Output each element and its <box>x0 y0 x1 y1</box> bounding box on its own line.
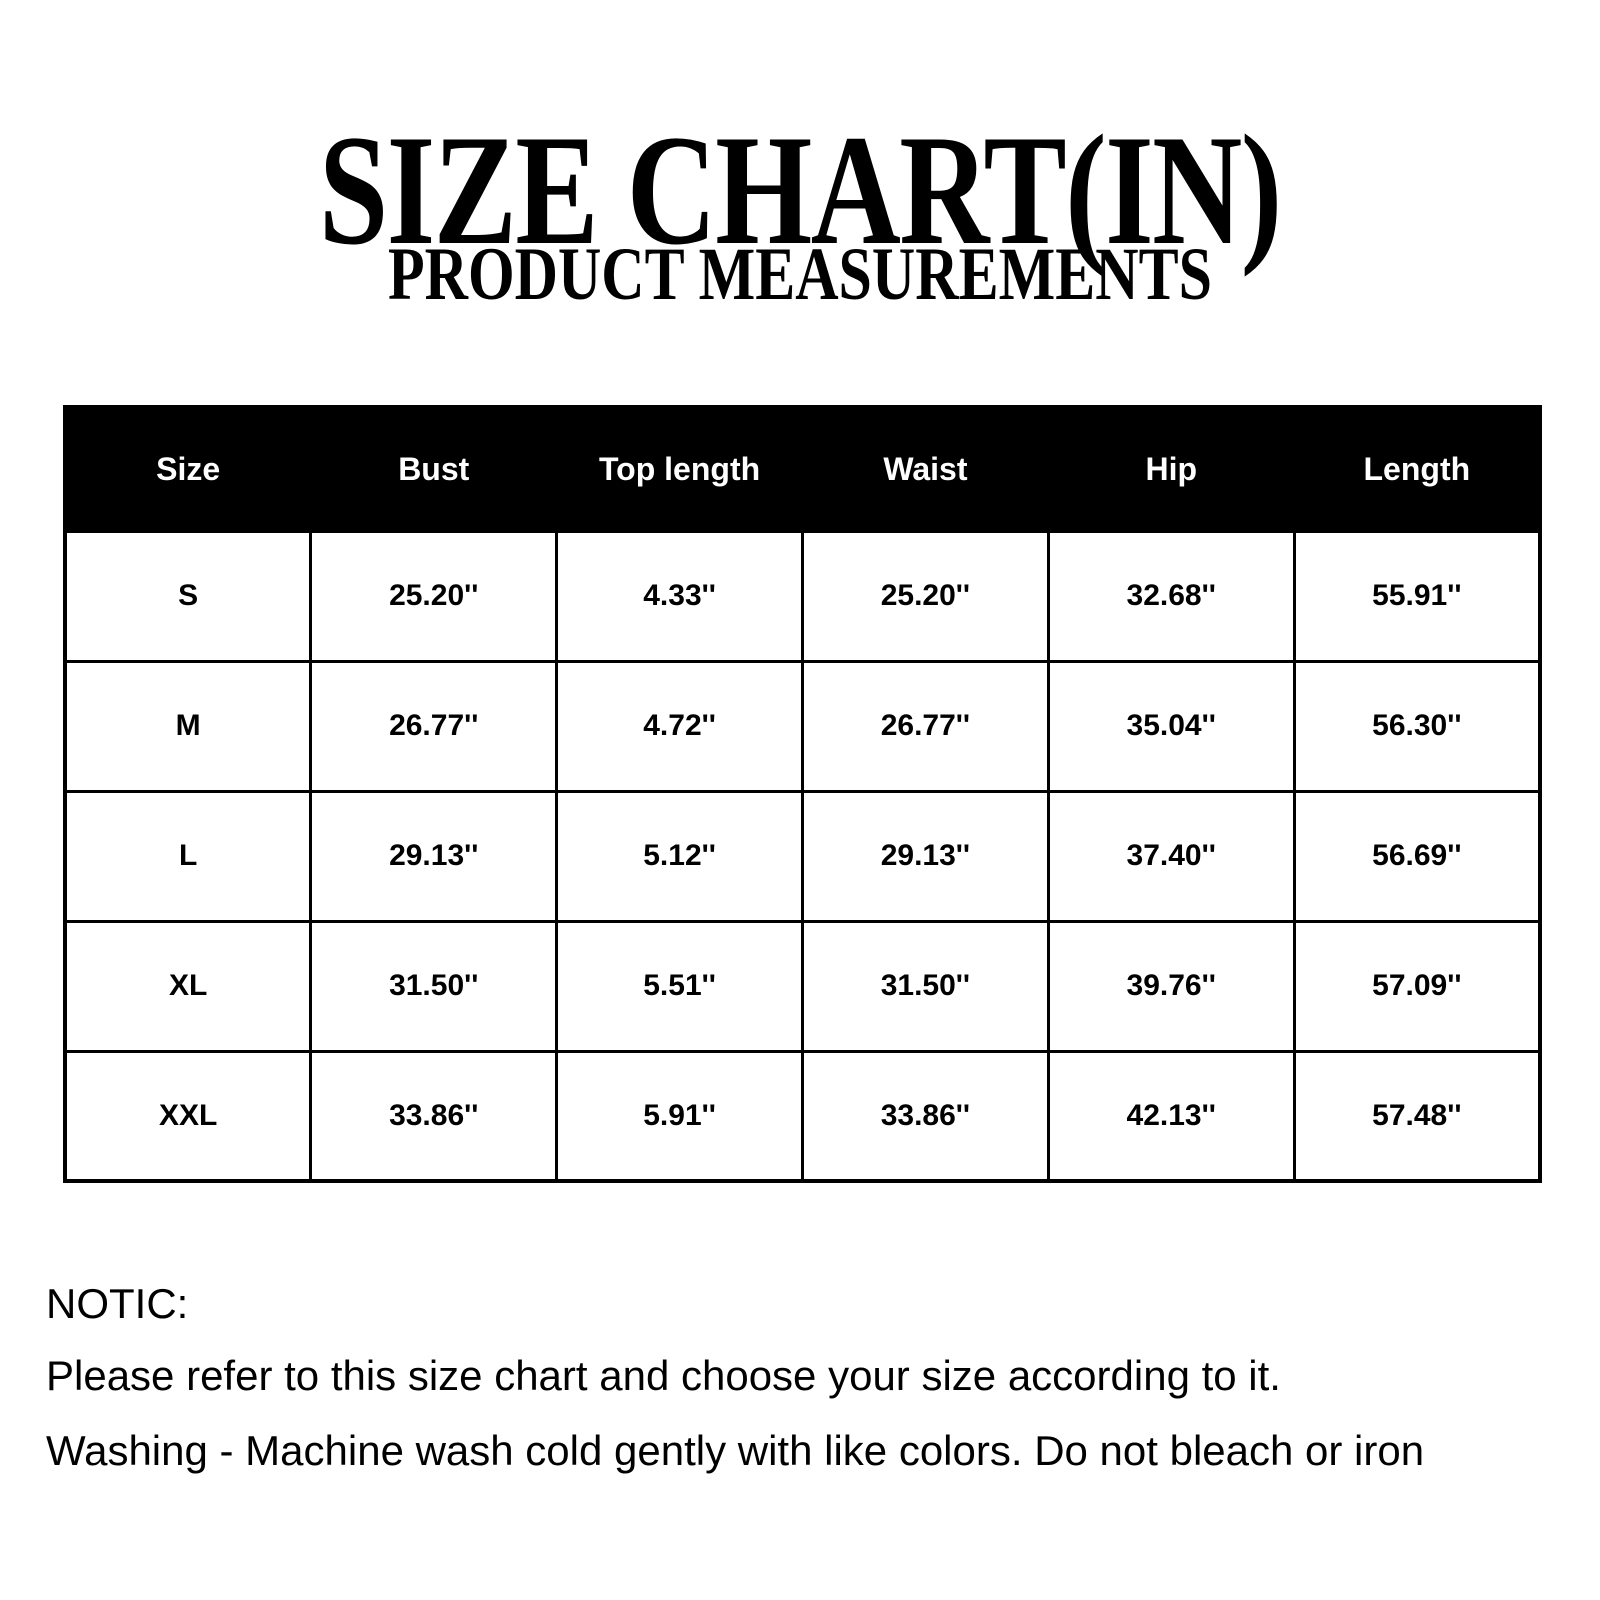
notice-line: Washing - Machine wash cold gently with … <box>46 1427 1425 1474</box>
measurement-cell: 35.04'' <box>1046 659 1296 793</box>
measurement-cell: 37.40'' <box>1046 789 1296 923</box>
measurement-cell: 29.13'' <box>800 789 1050 923</box>
measurement-cell: 4.33'' <box>555 529 804 663</box>
notice-line: Please refer to this size chart and choo… <box>46 1352 1281 1399</box>
measurement-cell: 56.69'' <box>1292 789 1542 923</box>
size-chart-table: Size Bust Top length Waist Hip Length S … <box>63 405 1542 1183</box>
measurement-cell: 57.09'' <box>1292 919 1542 1053</box>
measurement-cell: 5.91'' <box>555 1049 804 1183</box>
page-subtitle: PRODUCT MEASUREMENTS <box>0 237 1600 312</box>
measurement-cell: 25.20'' <box>309 529 559 663</box>
measurement-cell: 42.13'' <box>1046 1049 1296 1183</box>
measurement-cell: 33.86'' <box>800 1049 1050 1183</box>
measurement-cell: 32.68'' <box>1046 529 1296 663</box>
measurement-cell: 29.13'' <box>309 789 559 923</box>
size-cell: M <box>63 659 313 793</box>
table-row-m: M 26.77'' 4.72'' 26.77'' 35.04'' 56.30'' <box>63 659 1542 793</box>
measurement-cell: 4.72'' <box>555 659 804 793</box>
size-cell: XXL <box>63 1049 313 1183</box>
measurement-cell: 39.76'' <box>1046 919 1296 1053</box>
measurement-cell: 26.77'' <box>800 659 1050 793</box>
measurement-cell: 33.86'' <box>309 1049 559 1183</box>
table-row-xl: XL 31.50'' 5.51'' 31.50'' 39.76'' 57.09'… <box>63 919 1542 1053</box>
measurement-cell: 57.48'' <box>1292 1049 1542 1183</box>
measurement-cell: 55.91'' <box>1292 529 1542 663</box>
column-header-length: Length <box>1292 405 1542 533</box>
page-subtitle-text: PRODUCT MEASUREMENTS <box>388 233 1212 316</box>
measurement-cell: 5.51'' <box>555 919 804 1053</box>
page-title: SIZE CHART(IN) <box>0 112 1600 270</box>
notice-heading: NOTIC: <box>46 1280 189 1327</box>
measurement-cell: 31.50'' <box>800 919 1050 1053</box>
measurement-cell: 25.20'' <box>800 529 1050 663</box>
column-header-hip: Hip <box>1046 405 1296 533</box>
size-cell: S <box>63 529 313 663</box>
column-header-top-length: Top length <box>555 405 804 533</box>
table-header-row: Size Bust Top length Waist Hip Length <box>63 405 1542 533</box>
column-header-waist: Waist <box>800 405 1050 533</box>
size-cell: XL <box>63 919 313 1053</box>
measurement-cell: 5.12'' <box>555 789 804 923</box>
page-title-text: SIZE CHART(IN) <box>319 103 1282 278</box>
table-row-s: S 25.20'' 4.33'' 25.20'' 32.68'' 55.91'' <box>63 529 1542 663</box>
column-header-size: Size <box>63 405 313 533</box>
measurement-cell: 31.50'' <box>309 919 559 1053</box>
size-cell: L <box>63 789 313 923</box>
measurement-cell: 56.30'' <box>1292 659 1542 793</box>
measurement-cell: 26.77'' <box>309 659 559 793</box>
table-row-xxl: XXL 33.86'' 5.91'' 33.86'' 42.13'' 57.48… <box>63 1049 1542 1183</box>
table-row-l: L 29.13'' 5.12'' 29.13'' 37.40'' 56.69'' <box>63 789 1542 923</box>
column-header-bust: Bust <box>309 405 559 533</box>
